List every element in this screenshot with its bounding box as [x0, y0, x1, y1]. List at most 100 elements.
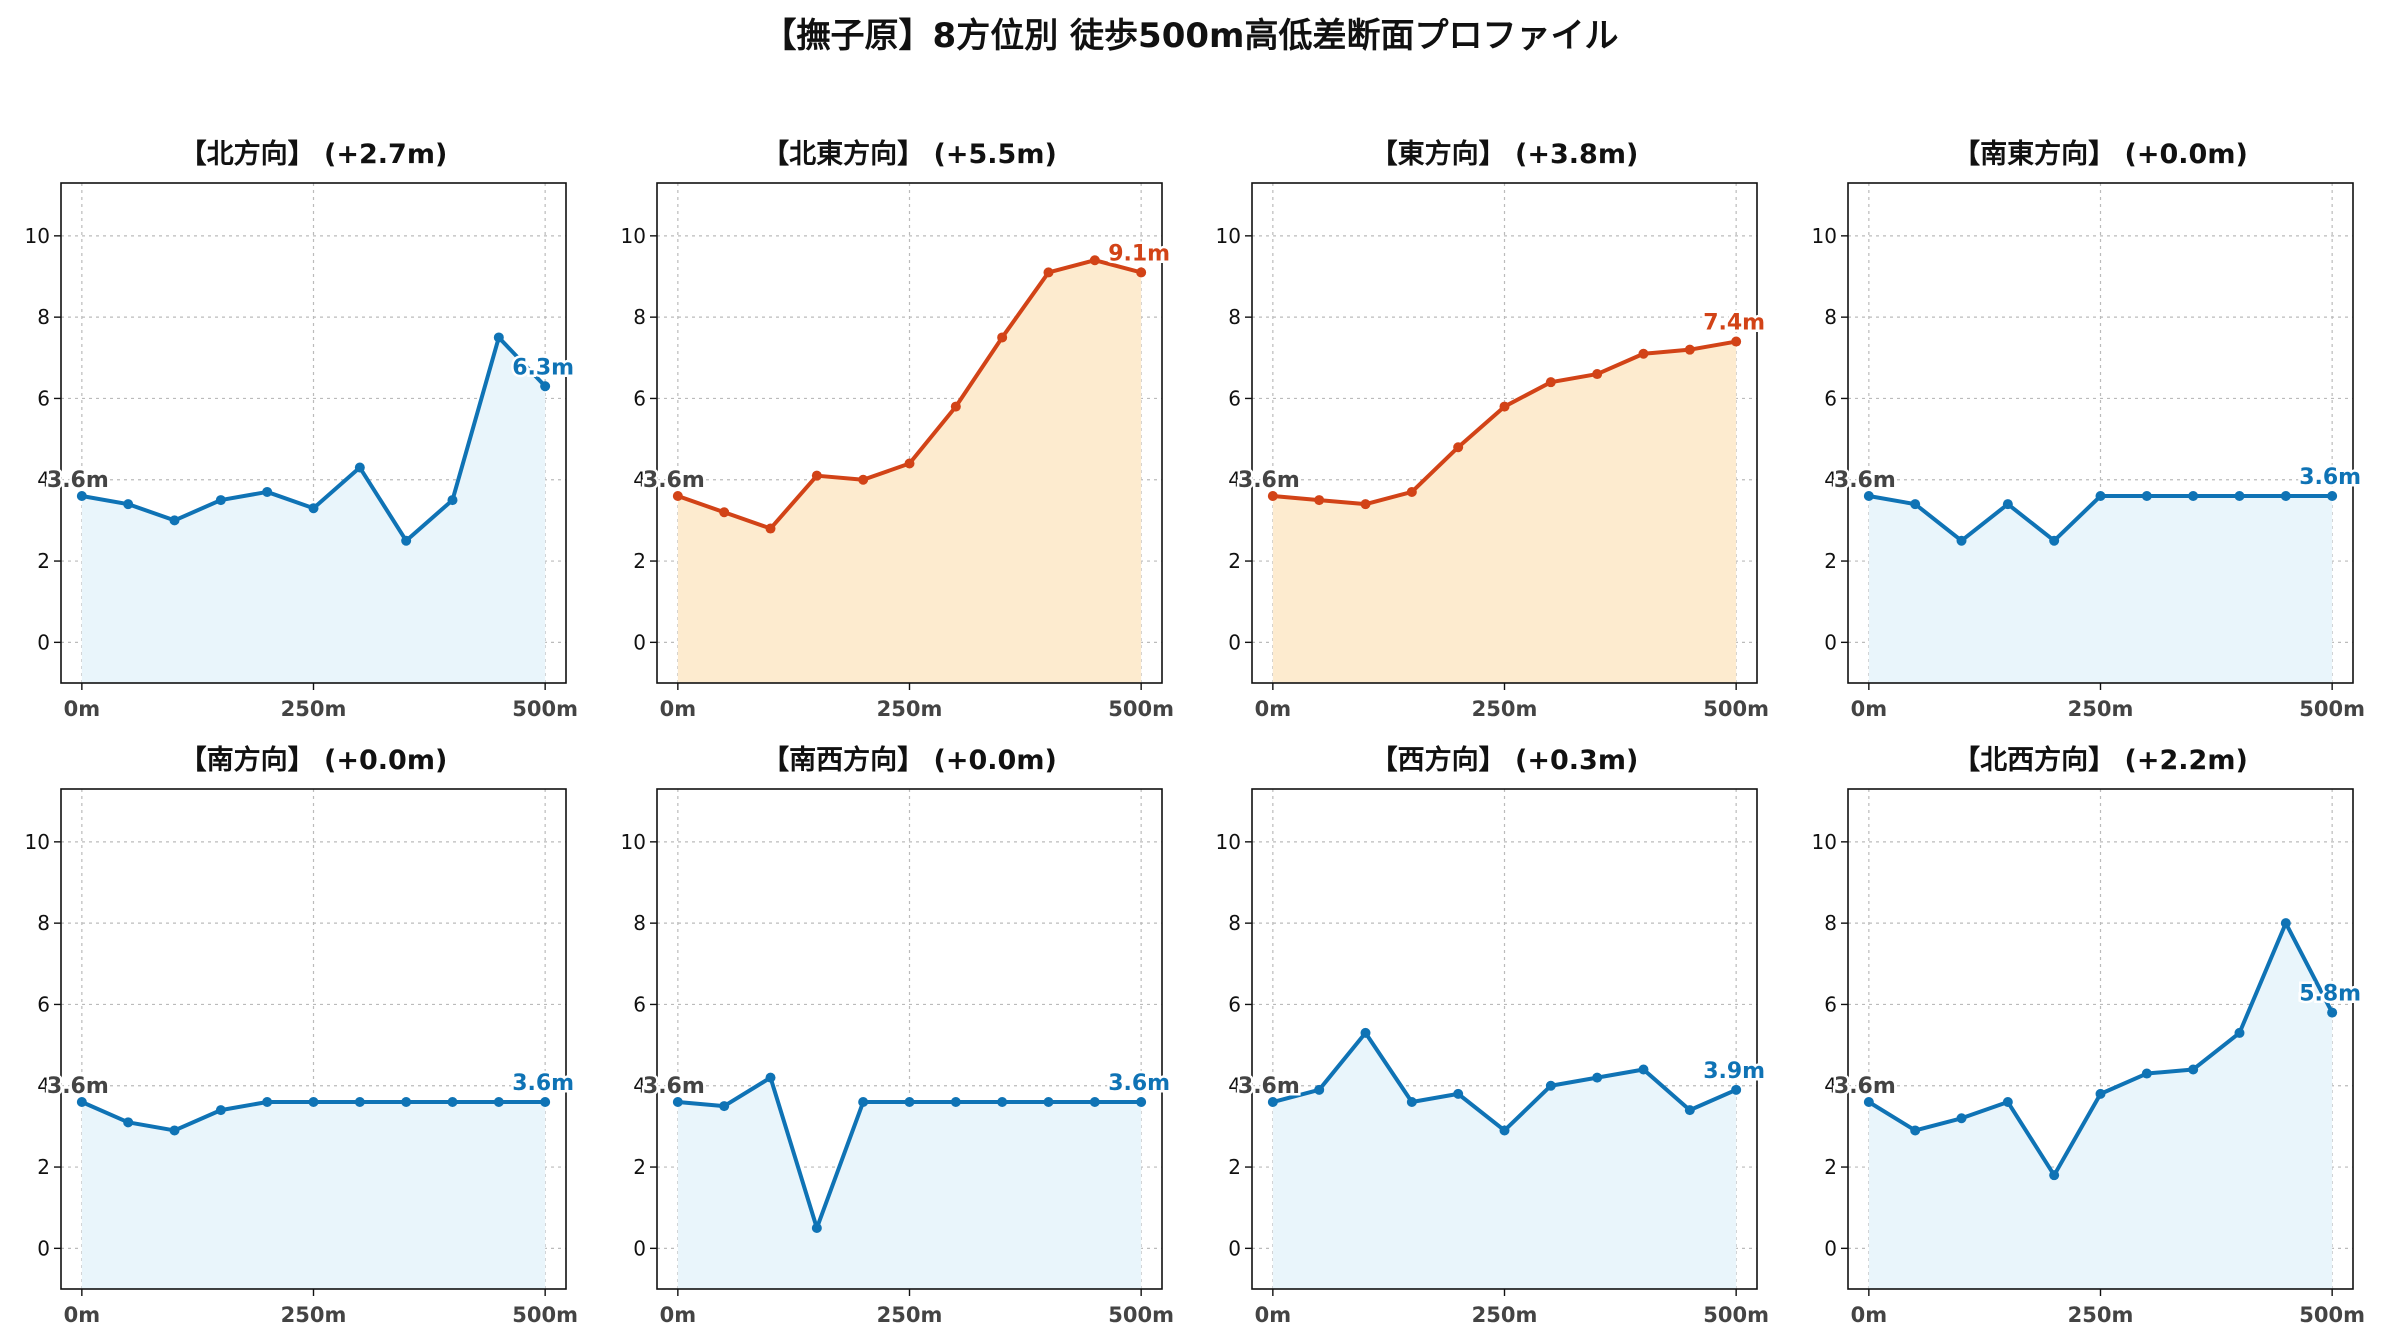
y-tick-label: 10 — [25, 224, 50, 248]
y-tick-label: 6 — [1228, 386, 1241, 410]
y-tick-label: 0 — [37, 630, 50, 654]
y-tick-label: 0 — [1228, 630, 1241, 654]
data-point — [1499, 1125, 1510, 1136]
subplot-title: 【北方向】 (+2.7m) — [180, 138, 448, 170]
data-point — [308, 503, 319, 514]
data-point — [1089, 255, 1100, 266]
data-point — [493, 332, 504, 343]
data-point — [1592, 369, 1603, 380]
data-point — [2095, 491, 2106, 502]
data-point — [997, 1097, 1008, 1108]
data-point — [950, 1097, 961, 1108]
x-tick-label: 250m — [2068, 697, 2134, 721]
x-tick-label: 500m — [2299, 1303, 2365, 1327]
data-point — [1731, 336, 1742, 347]
y-tick-label: 8 — [1228, 911, 1241, 935]
subplot-4: 【南東方向】 (+0.0m) 0 2 4 6 8 10 0m 250m 500m 3.6m 3.6m — [1812, 138, 2365, 721]
data-point — [765, 523, 776, 534]
data-point — [215, 1105, 226, 1116]
x-tick-label: 0m — [64, 697, 101, 721]
y-tick-label: 10 — [1216, 830, 1241, 854]
data-point — [2327, 491, 2338, 502]
x-tick-label: 250m — [281, 1303, 347, 1327]
y-tick-label: 2 — [1824, 549, 1837, 573]
y-tick-label: 6 — [37, 386, 50, 410]
data-point — [858, 474, 869, 485]
y-tick-label: 8 — [1824, 305, 1837, 329]
end-value-label: 3.9m — [1703, 1059, 1765, 1084]
y-tick-label: 2 — [633, 549, 646, 573]
data-point — [719, 1101, 730, 1112]
end-value-label: 7.4m — [1703, 311, 1765, 336]
data-point — [2049, 535, 2060, 546]
data-point — [2327, 1007, 2338, 1018]
subplot-title: 【南西方向】 (+0.0m) — [762, 744, 1057, 776]
x-tick-label: 500m — [1108, 1303, 1174, 1327]
data-point — [1545, 1080, 1556, 1091]
data-point — [1406, 486, 1417, 497]
data-point — [2234, 1027, 2245, 1038]
data-point — [2188, 1064, 2199, 1075]
y-tick-label: 4 — [633, 468, 646, 492]
data-point — [1545, 377, 1556, 388]
data-point — [354, 462, 365, 473]
data-point — [1638, 1064, 1649, 1075]
subplot-title: 【東方向】 (+3.8m) — [1371, 138, 1639, 170]
data-point — [1956, 535, 1967, 546]
data-point — [1499, 401, 1510, 412]
x-tick-label: 0m — [1255, 697, 1292, 721]
data-point — [76, 491, 87, 502]
y-tick-label: 0 — [633, 1236, 646, 1260]
x-tick-label: 500m — [512, 697, 578, 721]
data-point — [1684, 344, 1695, 355]
subplot-2: 【北東方向】 (+5.5m) 0 2 4 6 8 10 0m 250m 500m 3.6m 9.1m — [621, 138, 1174, 721]
data-point — [215, 495, 226, 506]
data-point — [904, 458, 915, 469]
subplot-7: 【西方向】 (+0.3m) 0 2 4 6 8 10 0m 250m 500m 3.6m 3.9m — [1216, 744, 1769, 1327]
data-point — [123, 1117, 134, 1128]
data-point — [1267, 1097, 1278, 1108]
data-point — [2002, 499, 2013, 510]
y-tick-label: 0 — [37, 1236, 50, 1260]
y-tick-label: 10 — [1812, 830, 1837, 854]
x-tick-label: 250m — [877, 1303, 943, 1327]
data-point — [1136, 267, 1147, 278]
end-value-label: 3.6m — [512, 1071, 574, 1096]
y-tick-label: 6 — [633, 992, 646, 1016]
x-tick-label: 500m — [1108, 697, 1174, 721]
y-tick-label: 6 — [1228, 992, 1241, 1016]
data-point — [2141, 1068, 2152, 1079]
end-value-label: 3.6m — [1108, 1071, 1170, 1096]
data-point — [76, 1097, 87, 1108]
y-tick-label: 8 — [37, 911, 50, 935]
subplot-title: 【南東方向】 (+0.0m) — [1953, 138, 2248, 170]
data-point — [401, 535, 412, 546]
y-tick-label: 6 — [1824, 386, 1837, 410]
y-tick-label: 0 — [1824, 1236, 1837, 1260]
start-value-label: 3.6m — [1238, 1074, 1300, 1099]
end-value-label: 3.6m — [2299, 465, 2361, 490]
data-point — [1453, 1088, 1464, 1099]
data-point — [765, 1072, 776, 1083]
y-tick-label: 4 — [1228, 468, 1241, 492]
elevation-area — [1272, 341, 1737, 683]
data-point — [540, 1097, 551, 1108]
y-tick-label: 2 — [1228, 1155, 1241, 1179]
y-tick-label: 0 — [1228, 1236, 1241, 1260]
elevation-area — [1868, 496, 2333, 683]
data-point — [2049, 1170, 2060, 1181]
y-tick-label: 10 — [1812, 224, 1837, 248]
y-tick-label: 2 — [37, 549, 50, 573]
data-point — [2280, 918, 2291, 929]
elevation-area — [1272, 1032, 1737, 1289]
data-point — [401, 1097, 412, 1108]
data-point — [354, 1097, 365, 1108]
data-point — [997, 332, 1008, 343]
data-point — [719, 507, 730, 518]
end-value-label: 5.8m — [2299, 982, 2361, 1007]
x-tick-label: 500m — [1703, 697, 1769, 721]
y-tick-label: 8 — [1824, 911, 1837, 935]
y-tick-label: 8 — [37, 305, 50, 329]
subplot-1: 【北方向】 (+2.7m) 0 2 4 6 8 10 0m 250m 500m 3.6m 6.3m — [25, 138, 578, 721]
